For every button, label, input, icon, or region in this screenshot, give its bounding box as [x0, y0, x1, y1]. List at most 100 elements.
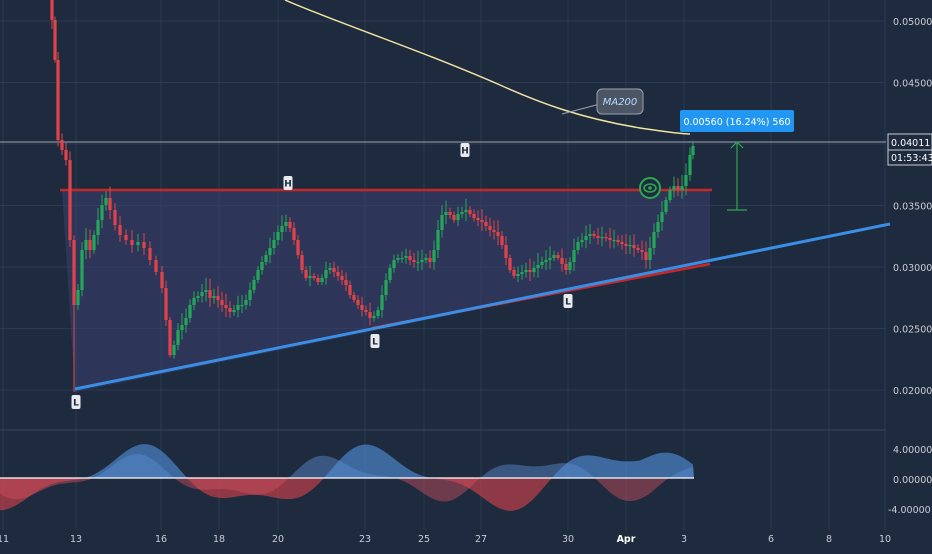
pattern-marker[interactable]: L [370, 334, 380, 348]
candle [212, 288, 216, 304]
countdown-value: 01:53:43 [891, 153, 932, 164]
candle [372, 311, 376, 322]
candle [600, 226, 604, 247]
candle [436, 219, 440, 259]
candle [118, 216, 122, 243]
candle [164, 280, 168, 326]
pattern-marker[interactable]: H [283, 176, 293, 190]
candle [552, 251, 556, 262]
price-tick-label: 0.02000 [893, 386, 932, 397]
oscillator-axis[interactable]: 4.00000 0.00000 -4.00000 [888, 445, 932, 516]
oscillator-positive-area [0, 444, 694, 478]
candle [192, 291, 196, 311]
ma-callout-label: MA200 [603, 97, 638, 108]
candle [108, 186, 112, 220]
candle [92, 230, 96, 254]
candle [154, 255, 158, 276]
eye-icon[interactable] [639, 177, 661, 199]
candle [376, 306, 380, 319]
candle [308, 265, 312, 287]
oscillator-tick-label: 0.00000 [893, 475, 932, 486]
time-axis[interactable]: 11 13 16 18 20 23 25 27 30 Apr 3 6 8 10 [0, 534, 891, 545]
pattern-marker[interactable]: H [460, 143, 470, 157]
time-tick-label: 10 [879, 534, 891, 545]
ma-callout-pointer [561, 103, 601, 115]
measure-label-box[interactable] [680, 110, 794, 132]
candle [360, 296, 364, 317]
candle [564, 258, 568, 275]
oscillator-negative-area [0, 478, 694, 511]
candle [484, 215, 488, 231]
time-tick-label: 16 [155, 534, 167, 545]
candle [272, 232, 276, 255]
candle [244, 294, 248, 310]
candle [576, 236, 580, 255]
ma200-line[interactable] [284, 0, 691, 135]
candle [392, 254, 396, 273]
time-tick-label: 20 [272, 534, 284, 545]
oscillator-tick-label: 4.00000 [893, 445, 932, 456]
pattern-marker-text: L [73, 399, 79, 409]
candle [64, 142, 68, 166]
time-tick-label: 13 [70, 534, 82, 545]
candle [50, 0, 54, 30]
candle [596, 227, 600, 245]
candle [324, 261, 328, 285]
candle [520, 264, 524, 280]
candle [640, 240, 644, 260]
candle [616, 235, 620, 246]
candle [148, 241, 152, 266]
candle [440, 205, 444, 238]
candle [556, 251, 560, 261]
candle [532, 261, 536, 278]
candle [160, 266, 164, 293]
pattern-marker-text: L [565, 298, 571, 308]
candle [236, 295, 240, 318]
candle [240, 294, 244, 314]
candle [492, 220, 496, 240]
pattern-marker[interactable]: L [71, 395, 81, 409]
candle [204, 278, 208, 302]
candle [380, 285, 384, 318]
candle [632, 234, 636, 257]
pattern-marker-text: H [461, 147, 469, 157]
pattern-markers: H H L L L [71, 143, 573, 409]
candle [408, 249, 412, 265]
time-tick-label: 3 [681, 534, 687, 545]
candle [628, 235, 632, 254]
candle [592, 230, 596, 239]
candle [84, 228, 88, 260]
pattern-marker-text: H [284, 180, 292, 190]
price-axis[interactable]: 0.050000.045000.040000.035000.030000.025… [893, 17, 932, 397]
candle [512, 266, 516, 279]
candle [252, 275, 256, 294]
candle [444, 200, 448, 225]
support-line[interactable] [74, 222, 891, 391]
candle [468, 206, 472, 217]
candle [188, 299, 192, 323]
candle [304, 266, 308, 281]
pattern-marker[interactable]: L [563, 294, 573, 308]
time-tick-label: Apr [617, 534, 636, 545]
candle [68, 151, 72, 247]
candle [420, 249, 424, 271]
oscillator-positive-area-2 [0, 454, 694, 478]
candle [404, 248, 408, 264]
candle [548, 246, 552, 270]
measure-arrow [730, 141, 744, 149]
candle [328, 262, 332, 275]
price-tick-label: 0.04500 [893, 79, 932, 90]
candle [288, 216, 292, 233]
candle [196, 291, 200, 302]
candle [368, 302, 372, 326]
candle [176, 323, 180, 351]
candle [224, 293, 228, 318]
candle [448, 207, 452, 219]
candle [584, 225, 588, 249]
candle [100, 194, 104, 229]
candle [96, 208, 100, 245]
candle [80, 242, 84, 297]
ma-callout-box[interactable] [596, 88, 644, 115]
candle [572, 238, 576, 272]
